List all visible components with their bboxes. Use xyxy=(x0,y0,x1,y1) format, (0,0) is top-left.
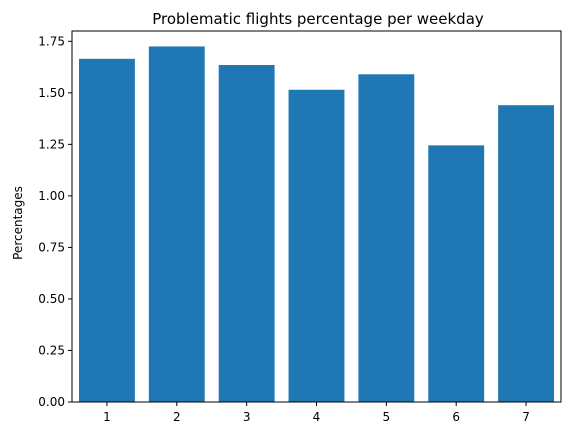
bar-7 xyxy=(498,105,555,402)
bar-3 xyxy=(218,65,275,402)
plot-frame xyxy=(71,30,562,403)
y-tick-label: 0.25 xyxy=(38,343,65,357)
x-tick-label: 5 xyxy=(383,410,391,424)
bar-5 xyxy=(358,74,415,402)
y-tick-label: 1.75 xyxy=(38,34,65,48)
chart-title: Problematic flights percentage per weekd… xyxy=(152,10,484,28)
bar-6 xyxy=(428,145,485,402)
x-tick-label: 1 xyxy=(103,410,111,424)
y-axis: 0.00 0.25 0.50 0.75 1.00 1.25 1.50 1.75 xyxy=(38,34,72,409)
y-axis-label: Percentages xyxy=(11,186,25,260)
x-tick-label: 3 xyxy=(243,410,251,424)
x-tick-label: 6 xyxy=(452,410,460,424)
x-tick-label: 2 xyxy=(173,410,181,424)
x-tick-label: 7 xyxy=(522,410,530,424)
y-tick-label: 1.50 xyxy=(38,86,65,100)
y-tick-label: 0.75 xyxy=(38,240,65,254)
x-tick-label: 4 xyxy=(313,410,321,424)
bar-1 xyxy=(78,58,135,402)
y-tick-label: 0.50 xyxy=(38,292,65,306)
bar-4 xyxy=(288,89,345,403)
x-axis: 1 2 3 4 5 6 7 xyxy=(103,402,530,424)
y-tick-label: 1.00 xyxy=(38,189,65,203)
y-tick-label: 1.25 xyxy=(38,137,65,151)
bar-2 xyxy=(148,46,205,403)
y-tick-label: 0.00 xyxy=(38,395,65,409)
bars-layer xyxy=(78,46,555,403)
